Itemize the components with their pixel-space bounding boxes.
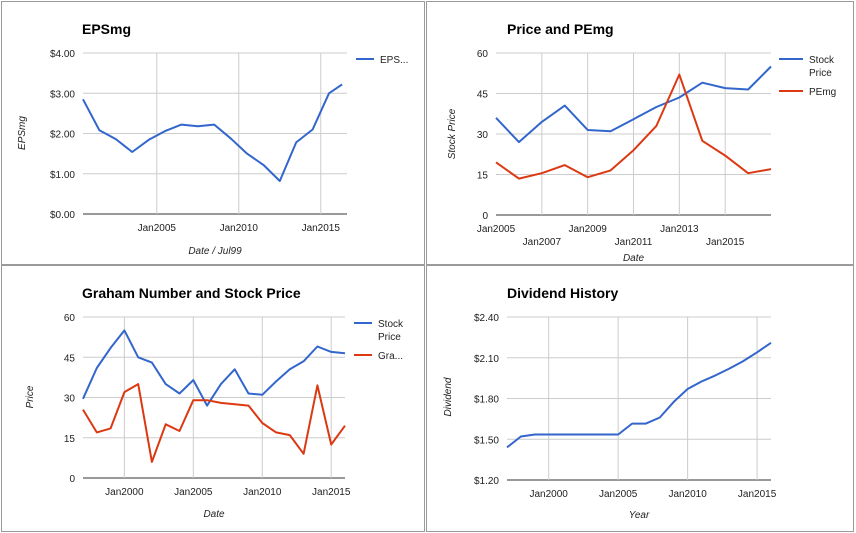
chart-panel-graham-number: Graham Number and Stock Price 0 15 30 45 60 Ja… <box>1 265 425 532</box>
chart-panel-epsmg: EPSmg $0.00 $1.00 $2.00 $3.00 $4.00 Jan2005 Jan… <box>1 1 425 265</box>
y-tick-label: 45 <box>477 90 489 101</box>
chart-panel-dividend-history: Dividend History $1.20 $1.50 $1.80 $2.10 $2.4… <box>426 265 854 532</box>
legend-label: PEmg <box>809 87 836 98</box>
x-tick-label: Jan2000 <box>529 489 568 500</box>
y-tick-label: 15 <box>477 171 489 182</box>
series-line-dividend <box>506 341 772 449</box>
y-tick-label: $3.00 <box>50 89 75 100</box>
y-tick-label: $0.00 <box>50 210 75 221</box>
series-line-stock-price <box>82 329 346 407</box>
chart-title: Price and PEmg <box>507 21 614 37</box>
legend-label: Gra... <box>378 351 403 362</box>
x-axis-title: Date <box>623 253 645 264</box>
chart-title: Graham Number and Stock Price <box>82 285 301 301</box>
x-tick-label: Jan2015 <box>302 223 341 234</box>
y-tick-label: $1.20 <box>474 476 499 487</box>
y-axis-title: EPSmg <box>17 116 28 150</box>
y-tick-label: 45 <box>64 353 76 364</box>
y-axis-title: Price <box>25 385 36 408</box>
y-tick-label: $2.00 <box>50 130 75 141</box>
y-tick-label: $1.50 <box>474 435 499 446</box>
x-tick-label: Jan2005 <box>138 223 177 234</box>
x-tick-label: Jan2010 <box>220 223 259 234</box>
y-axis-title: Dividend <box>443 377 454 416</box>
x-tick-label: Jan2005 <box>174 487 213 498</box>
y-tick-label: $1.00 <box>50 170 75 181</box>
y-tick-label: 0 <box>482 211 488 222</box>
x-tick-label: Jan2011 <box>615 237 653 248</box>
legend-label: Stock Price <box>809 55 835 79</box>
x-tick-label: Jan2000 <box>105 487 144 498</box>
chart-svg: Price and PEmg 0 15 30 45 60 Jan2005 Jan2007 Jan… <box>447 21 836 264</box>
x-tick-label: Jan2005 <box>599 489 638 500</box>
series-line-stock-price <box>495 65 772 144</box>
x-tick-label: Jan2005 <box>477 224 516 235</box>
chart-svg: EPSmg $0.00 $1.00 $2.00 $3.00 $4.00 Jan2005 Jan… <box>17 21 408 257</box>
y-tick-label: 15 <box>64 434 76 445</box>
y-axis-title: Stock Price <box>447 108 458 159</box>
x-tick-label: Jan2015 <box>738 489 777 500</box>
chart-panel-price-pemg: Price and PEmg 0 15 30 45 60 Jan2005 Jan2007 Jan… <box>426 1 854 265</box>
legend-label: Stock Price <box>378 319 404 343</box>
y-tick-label: 30 <box>477 130 489 141</box>
x-tick-label: Jan2010 <box>668 489 707 500</box>
y-tick-label: 60 <box>477 49 489 60</box>
y-tick-label: $1.80 <box>474 395 499 406</box>
series-line-gra <box>82 383 346 463</box>
chart-svg: Graham Number and Stock Price 0 15 30 45 60 Ja… <box>25 285 404 520</box>
series-line-pemg <box>495 73 772 180</box>
x-tick-label: Jan2009 <box>568 224 607 235</box>
x-axis-title: Year <box>629 510 650 521</box>
chart-title: Dividend History <box>507 285 618 301</box>
y-tick-label: $4.00 <box>50 49 75 60</box>
series-line-eps <box>82 83 343 182</box>
y-tick-label: $2.10 <box>474 354 499 365</box>
chart-svg: Dividend History $1.20 $1.50 $1.80 $2.10 $2.4… <box>443 285 777 521</box>
x-axis-title: Date <box>203 509 225 520</box>
x-tick-label: Jan2010 <box>243 487 282 498</box>
y-tick-label: 60 <box>64 313 76 324</box>
y-tick-label: $2.40 <box>474 313 499 324</box>
x-tick-label: Jan2007 <box>523 237 562 248</box>
x-tick-label: Jan2015 <box>312 487 351 498</box>
chart-title: EPSmg <box>82 21 131 37</box>
x-tick-label: Jan2013 <box>660 224 699 235</box>
x-axis-title: Date / Jul99 <box>188 246 242 257</box>
y-tick-label: 30 <box>64 394 76 405</box>
y-tick-label: 0 <box>69 474 75 485</box>
legend-label: EPS... <box>380 55 408 66</box>
x-tick-label: Jan2015 <box>706 237 745 248</box>
